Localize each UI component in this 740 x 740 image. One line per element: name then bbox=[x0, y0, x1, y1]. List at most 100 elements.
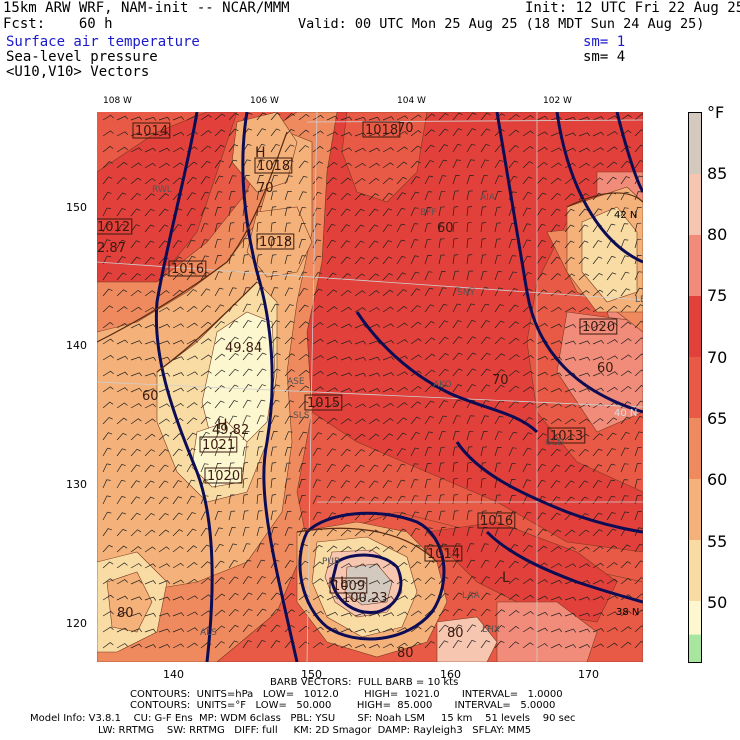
wind-barb bbox=[172, 131, 185, 137]
wind-barb bbox=[214, 222, 222, 233]
wind-barb bbox=[172, 612, 185, 617]
wind-barb bbox=[424, 191, 433, 201]
wind-barb bbox=[508, 560, 519, 569]
wind-barb bbox=[298, 207, 307, 217]
wind-barb bbox=[564, 546, 576, 553]
wind-barb bbox=[480, 222, 487, 233]
wind-barb bbox=[424, 320, 435, 329]
wind-barb bbox=[522, 161, 533, 169]
wind-barb bbox=[172, 496, 183, 505]
wind-barb bbox=[606, 463, 616, 473]
wind-barb bbox=[494, 576, 505, 585]
wind-barb bbox=[396, 223, 406, 233]
wind-barb bbox=[382, 464, 393, 473]
wind-barb bbox=[144, 403, 156, 409]
wind-barb bbox=[340, 372, 353, 377]
wind-barb bbox=[200, 370, 212, 377]
wind-barb bbox=[396, 402, 408, 409]
wind-barb bbox=[564, 208, 575, 217]
wind-barb bbox=[480, 159, 489, 169]
wind-barb bbox=[214, 543, 224, 553]
wind-barb bbox=[424, 400, 435, 409]
wind-barb bbox=[284, 462, 291, 473]
wind-barb bbox=[368, 273, 380, 281]
wind-barb bbox=[466, 336, 477, 345]
wind-barb bbox=[508, 239, 516, 249]
wind-barb bbox=[438, 368, 449, 377]
wind-barb bbox=[466, 493, 472, 505]
wind-barb bbox=[634, 625, 643, 633]
wind-barb bbox=[242, 640, 252, 649]
wind-barb bbox=[312, 370, 324, 377]
wind-barb bbox=[382, 480, 392, 489]
wind-barb bbox=[424, 337, 436, 345]
wind-barb bbox=[340, 192, 351, 201]
wind-barb bbox=[438, 431, 447, 441]
wind-barb bbox=[620, 463, 629, 473]
wind-barb bbox=[312, 511, 322, 521]
wind-barb bbox=[536, 402, 548, 409]
state-county-borders bbox=[97, 112, 643, 662]
wind-barb bbox=[410, 288, 421, 297]
wind-barb bbox=[256, 608, 267, 617]
wind-barb bbox=[466, 128, 477, 137]
wind-barb bbox=[354, 273, 366, 281]
wind-barb bbox=[522, 191, 532, 201]
wind-barb bbox=[592, 448, 603, 457]
wind-barb bbox=[606, 289, 617, 297]
svg-text:L: L bbox=[502, 570, 510, 586]
wind-barb bbox=[382, 387, 394, 393]
station-id: AKO bbox=[433, 380, 452, 390]
wind-barb bbox=[284, 527, 293, 537]
wind-barb bbox=[620, 255, 629, 265]
wind-barb bbox=[186, 223, 196, 233]
wind-barb bbox=[172, 418, 184, 425]
isobar-layer bbox=[154, 112, 643, 662]
wind-barb bbox=[130, 643, 143, 649]
wind-barb bbox=[130, 403, 142, 409]
wind-barb bbox=[298, 337, 310, 345]
wind-barb bbox=[480, 624, 491, 633]
x-tick-160: 160 bbox=[440, 668, 461, 681]
wind-barb bbox=[214, 385, 225, 393]
wind-barb bbox=[578, 256, 589, 265]
wind-barb bbox=[298, 304, 309, 313]
colorbar-label-85: 85 bbox=[707, 164, 728, 183]
wind-barb bbox=[228, 368, 239, 377]
wind-barb bbox=[620, 304, 631, 313]
wind-barb bbox=[186, 611, 198, 617]
wind-barb bbox=[172, 562, 184, 569]
wind-barb bbox=[494, 206, 502, 217]
wind-barb bbox=[158, 512, 169, 521]
wind-barb bbox=[214, 511, 223, 521]
wind-barb bbox=[144, 529, 156, 537]
wind-barb bbox=[522, 207, 532, 217]
wind-barb bbox=[130, 387, 143, 393]
wind-barb bbox=[172, 448, 183, 457]
wind-barb bbox=[620, 239, 629, 249]
wind-barb bbox=[410, 176, 421, 185]
wind-barb bbox=[228, 400, 238, 409]
wind-barb bbox=[536, 579, 548, 585]
wind-barb bbox=[326, 272, 337, 281]
wind-barb bbox=[550, 546, 562, 553]
wind-barb bbox=[284, 175, 293, 185]
wind-barb bbox=[340, 596, 353, 601]
wind-barb bbox=[452, 446, 459, 457]
wind-barb bbox=[606, 448, 616, 457]
wind-barb bbox=[536, 432, 547, 441]
wind-barb bbox=[354, 340, 367, 345]
wind-barb bbox=[144, 356, 157, 361]
svg-text:80: 80 bbox=[447, 626, 464, 641]
wind-barb bbox=[284, 206, 292, 217]
wind-barb bbox=[200, 207, 209, 217]
wind-barb bbox=[186, 207, 196, 217]
wind-barb bbox=[340, 643, 353, 649]
colorbar-swatch bbox=[689, 478, 701, 541]
x-tick-140: 140 bbox=[163, 668, 184, 681]
wind-barb bbox=[368, 193, 379, 201]
wind-barb bbox=[172, 256, 183, 265]
colorbar-swatch bbox=[689, 234, 701, 297]
wind-barb bbox=[242, 431, 250, 441]
wind-barb bbox=[242, 494, 248, 505]
